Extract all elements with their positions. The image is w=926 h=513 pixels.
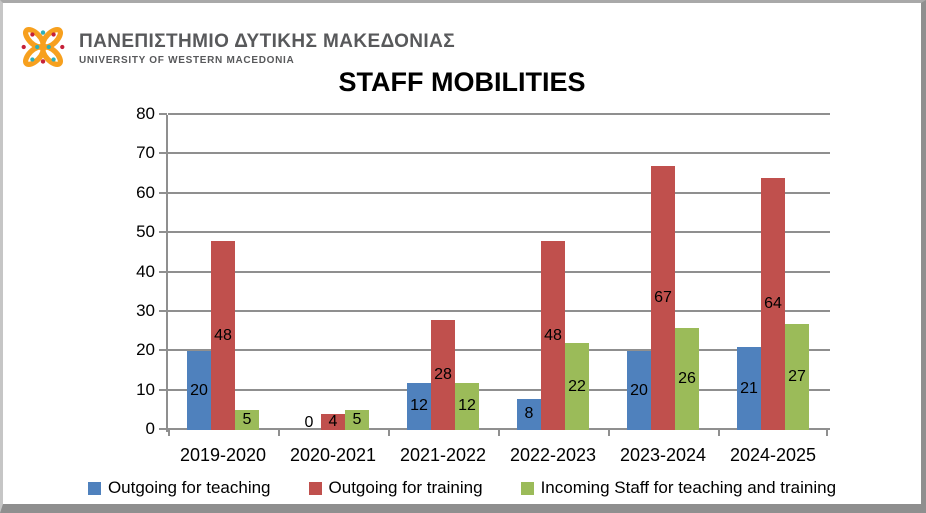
university-logo: ΠΑΝΕΠΙΣΤΗΜΙΟ ΔΥΤΙΚΗΣ ΜΑΚΕΔΟΝΙΑΣ UNIVERSI… xyxy=(16,25,455,69)
y-axis-tick-label: 60 xyxy=(136,182,155,202)
bar-outgoing-for-training xyxy=(541,241,565,430)
legend-item-outgoing-for-teaching: Outgoing for teaching xyxy=(87,478,271,498)
bar-outgoing-for-teaching xyxy=(627,351,651,430)
bar-outgoing-for-teaching xyxy=(517,398,541,430)
y-axis-tick xyxy=(159,113,167,115)
legend-item-incoming-staff-for-teaching-and-training: Incoming Staff for teaching and training xyxy=(520,478,837,498)
bar-value-label: 20 xyxy=(630,381,648,399)
y-axis-tick-label: 20 xyxy=(136,340,155,360)
y-axis-tick-label: 30 xyxy=(136,300,155,320)
chart-title: STAFF MOBILITIES xyxy=(338,67,586,97)
x-axis-tick xyxy=(718,430,720,436)
bar-outgoing-for-training xyxy=(211,241,235,430)
x-axis-category-label: 2024-2025 xyxy=(729,445,817,465)
bar-value-label: 22 xyxy=(568,377,586,395)
x-axis-category-label: 2020-2021 xyxy=(289,445,377,465)
x-axis-category-label: 2022-2023 xyxy=(509,445,597,465)
bar-value-label: 20 xyxy=(190,381,208,399)
y-axis-tick xyxy=(159,231,167,234)
gridline-0 xyxy=(168,428,830,430)
y-axis-tick-label: 70 xyxy=(136,143,155,163)
y-axis-tick-label: 10 xyxy=(136,379,155,399)
bar-value-label: 48 xyxy=(214,326,232,344)
x-axis-tick xyxy=(826,430,828,436)
gridline-20 xyxy=(168,349,830,352)
y-axis-tick-label: 0 xyxy=(145,419,155,438)
bar-incoming-staff-for-teaching-and-training xyxy=(565,343,589,430)
bar-value-label: 0 xyxy=(304,414,314,431)
x-axis-tick xyxy=(168,430,170,436)
y-axis-tick xyxy=(159,191,167,194)
x-axis-category-label: 2021-2022 xyxy=(399,445,487,465)
bar-outgoing-for-training xyxy=(321,414,345,430)
gridline-10 xyxy=(168,388,830,391)
y-axis-tick xyxy=(159,309,167,312)
university-name: ΠΑΝΕΠΙΣΤΗΜΙΟ ΔΥΤΙΚΗΣ ΜΑΚΕΔΟΝΙΑΣ UNIVERSI… xyxy=(79,25,455,66)
bar-incoming-staff-for-teaching-and-training xyxy=(345,410,369,430)
legend-label: Incoming Staff for teaching and training xyxy=(540,478,837,497)
y-axis-tick-label: 40 xyxy=(136,261,155,281)
bar-value-label: 28 xyxy=(434,365,452,383)
bar-value-label: 48 xyxy=(544,326,562,344)
bar-incoming-staff-for-teaching-and-training xyxy=(455,382,479,430)
legend-label: Outgoing for teaching xyxy=(107,478,271,497)
bar-value-label: 64 xyxy=(764,295,782,312)
gridline-80 xyxy=(168,113,830,115)
legend-swatch xyxy=(520,481,534,495)
bar-value-label: 27 xyxy=(788,367,806,385)
bar-outgoing-for-teaching xyxy=(187,351,211,430)
gridline-60 xyxy=(168,191,830,194)
legend-swatch xyxy=(308,481,322,495)
bar-value-label: 26 xyxy=(678,369,696,387)
bar-incoming-staff-for-teaching-and-training xyxy=(235,410,259,430)
gridline-40 xyxy=(168,270,830,273)
bar-value-label: 12 xyxy=(458,397,476,415)
gridline-50 xyxy=(168,231,830,234)
x-axis-category-label: 2023-2024 xyxy=(619,445,707,465)
bar-value-label: 12 xyxy=(410,397,428,415)
bar-outgoing-for-training xyxy=(651,166,675,430)
x-axis-tick xyxy=(388,430,390,436)
y-axis-tick xyxy=(159,270,167,273)
bar-value-label: 67 xyxy=(654,289,672,307)
staff-mobilities-chart-plot-area: 0 10 20 30 40 50 60 70 80 20 48 5 2019-2020 0 4 5 2020-2… xyxy=(136,104,830,465)
bar-value-label: 21 xyxy=(740,379,758,397)
legend-item-outgoing-for-training: Outgoing for training xyxy=(308,478,483,498)
y-axis-tick xyxy=(159,428,167,430)
bar-outgoing-for-teaching xyxy=(407,382,431,430)
y-axis-line xyxy=(166,115,168,432)
legend-swatch xyxy=(87,481,101,495)
bar-value-label: 4 xyxy=(328,413,338,431)
y-axis-tick xyxy=(159,388,167,391)
bar-outgoing-for-training xyxy=(761,178,785,430)
university-name-english: UNIVERSITY OF WESTERN MACEDONIA xyxy=(79,54,295,66)
y-axis-tick-label: 50 xyxy=(136,222,155,242)
bar-incoming-staff-for-teaching-and-training xyxy=(785,323,809,430)
bar-value-label: 5 xyxy=(242,411,252,429)
university-name-greek: ΠΑΝΕΠΙΣΤΗΜΙΟ ΔΥΤΙΚΗΣ ΜΑΚΕΔΟΝΙΑΣ xyxy=(79,31,456,52)
university-logo-icon xyxy=(21,26,65,68)
x-axis-category-label: 2019-2020 xyxy=(179,445,267,465)
chart-legend: Outgoing for teaching Outgoing for traini… xyxy=(3,478,921,498)
bar-outgoing-for-teaching xyxy=(737,347,761,430)
bar-incoming-staff-for-teaching-and-training xyxy=(675,327,699,430)
y-axis-tick xyxy=(159,349,167,352)
bar-value-label: 8 xyxy=(524,405,534,423)
x-axis-tick xyxy=(278,430,280,436)
y-axis-tick-label: 80 xyxy=(136,104,155,123)
gridline-70 xyxy=(168,152,830,155)
x-axis-tick xyxy=(608,430,610,436)
legend-label: Outgoing for training xyxy=(328,478,483,497)
x-axis-tick xyxy=(498,430,500,436)
bar-outgoing-for-training xyxy=(431,319,455,430)
bar-value-label: 5 xyxy=(352,411,362,429)
y-axis-tick xyxy=(159,152,167,155)
gridline-30 xyxy=(168,309,830,312)
